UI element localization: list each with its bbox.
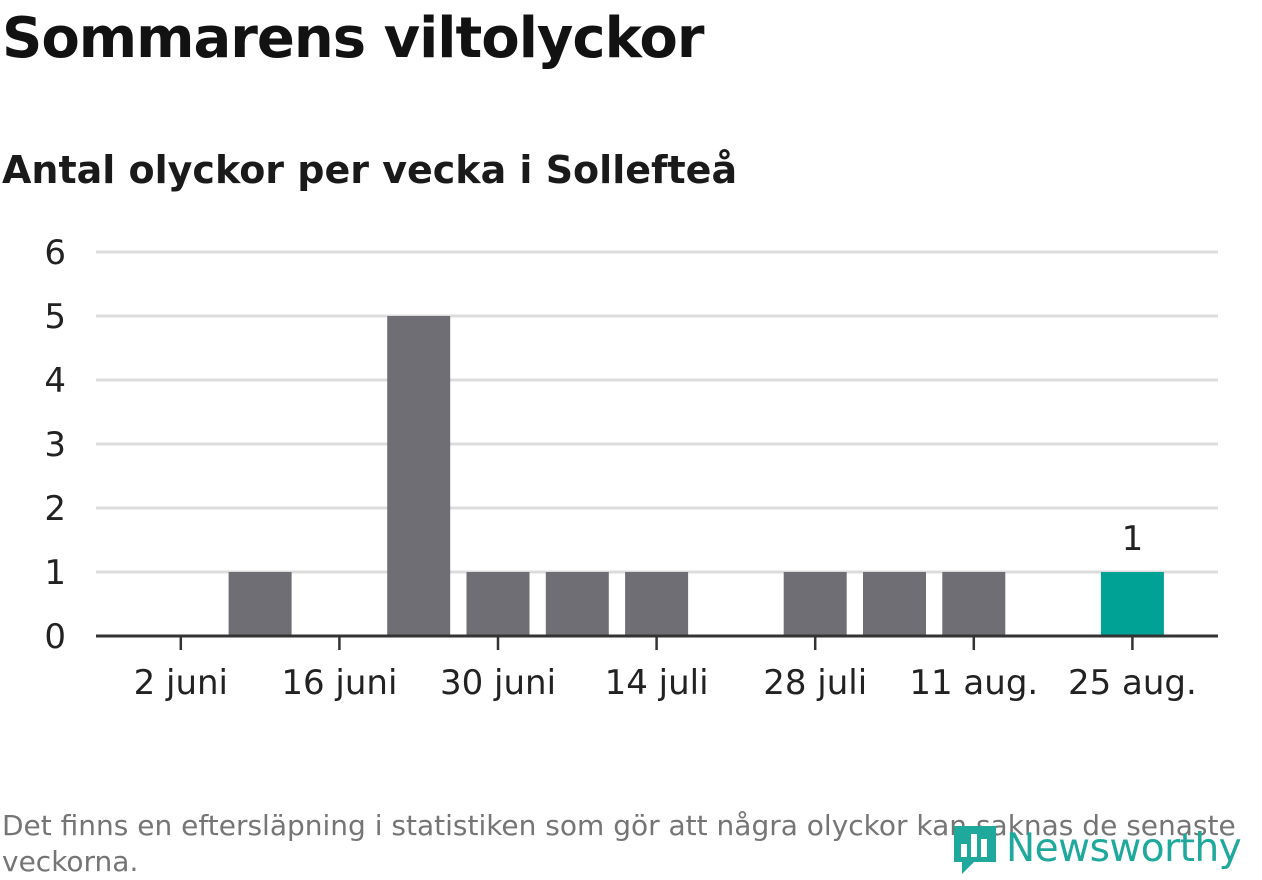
bar xyxy=(466,572,530,636)
y-tick-label: 4 xyxy=(44,361,66,401)
chart-title: Sommarens viltolyckor xyxy=(2,6,704,71)
bar xyxy=(783,572,847,636)
chart-subtitle: Antal olyckor per vecka i Sollefteå xyxy=(2,148,738,192)
brand-name: Newsworthy xyxy=(1006,825,1242,871)
bar xyxy=(228,572,292,636)
x-tick-label: 16 juni xyxy=(281,663,397,703)
bar xyxy=(942,572,1006,636)
newsworthy-logo: Newsworthy xyxy=(950,820,1242,876)
bar xyxy=(387,316,451,636)
x-tick-label: 14 juli xyxy=(605,663,709,703)
x-tick-label: 2 juni xyxy=(134,663,228,703)
bar xyxy=(625,572,689,636)
y-tick-label: 3 xyxy=(44,425,66,465)
x-tick-label: 28 juli xyxy=(763,663,867,703)
bar xyxy=(545,572,609,636)
data-label: 1 xyxy=(1122,519,1144,559)
bar xyxy=(863,572,926,636)
bar-chart-logo-icon xyxy=(954,826,996,874)
bar-highlight xyxy=(1100,572,1164,636)
y-tick-label: 2 xyxy=(44,489,66,529)
y-tick-label: 5 xyxy=(44,297,66,337)
x-tick-label: 30 juni xyxy=(440,663,556,703)
x-tick-label: 25 aug. xyxy=(1068,663,1197,703)
y-tick-label: 6 xyxy=(44,233,66,273)
x-tick-label: 11 aug. xyxy=(909,663,1038,703)
y-tick-label: 1 xyxy=(44,553,66,593)
footnote: Det finns en eftersläpning i statistiken… xyxy=(2,809,1236,878)
y-tick-label: 0 xyxy=(44,617,66,657)
bar-chart: 0 1 2 3 4 5 6 1 2 juni 16 juni 30 juni 14 juli 28 ju… xyxy=(44,233,1218,703)
